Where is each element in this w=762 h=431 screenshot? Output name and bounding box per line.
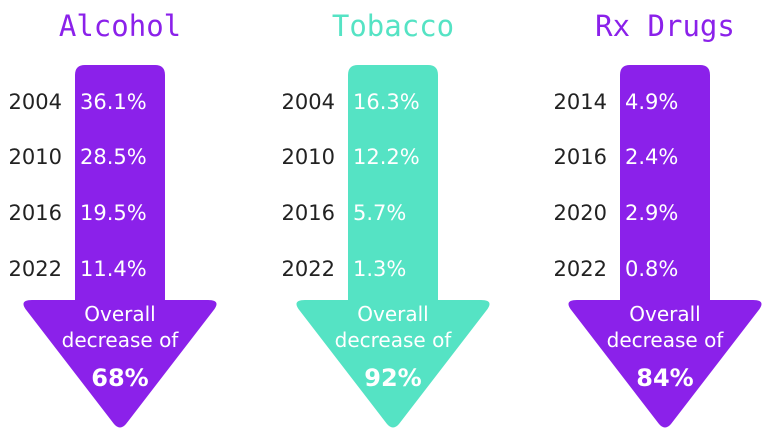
year: 2004 xyxy=(8,90,62,114)
year: 2016 xyxy=(553,145,607,169)
decrease: 92% xyxy=(364,364,422,392)
value: 2.9% xyxy=(625,201,679,225)
value: 16.3% xyxy=(353,90,420,114)
arrow xyxy=(23,65,217,428)
value: 1.3% xyxy=(353,257,407,281)
caption: Overall decrease of xyxy=(334,302,452,352)
panel-title: Alcohol xyxy=(58,9,182,43)
arrow xyxy=(568,65,762,428)
value: 2.4% xyxy=(625,145,679,169)
decrease: 84% xyxy=(636,364,694,392)
year: 2022 xyxy=(553,257,607,281)
year: 2014 xyxy=(553,90,607,114)
value: 28.5% xyxy=(80,145,147,169)
year: 2020 xyxy=(553,201,607,225)
value: 0.8% xyxy=(625,257,679,281)
value: 5.7% xyxy=(353,201,407,225)
caption: Overall decrease of xyxy=(61,302,179,352)
value: 4.9% xyxy=(625,90,679,114)
arrow xyxy=(296,65,490,428)
decrease: 68% xyxy=(91,364,149,392)
year: 2016 xyxy=(8,201,62,225)
year: 2010 xyxy=(8,145,62,169)
panel-title: Tobacco xyxy=(331,9,455,43)
value: 19.5% xyxy=(80,201,147,225)
panel-title: Rx Drugs xyxy=(595,9,735,43)
value: 36.1% xyxy=(80,90,147,114)
year: 2016 xyxy=(281,201,335,225)
year: 2022 xyxy=(8,257,62,281)
value: 11.4% xyxy=(80,257,147,281)
caption: Overall decrease of xyxy=(606,302,724,352)
year: 2022 xyxy=(281,257,335,281)
year: 2010 xyxy=(281,145,335,169)
year: 2004 xyxy=(281,90,335,114)
value: 12.2% xyxy=(353,145,420,169)
